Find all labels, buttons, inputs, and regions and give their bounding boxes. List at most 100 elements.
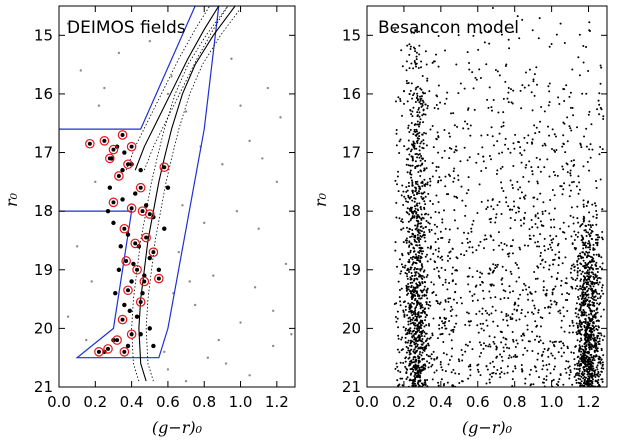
model-star-point	[584, 347, 587, 350]
model-star-point	[500, 278, 503, 281]
model-star-point	[425, 294, 428, 297]
model-star-point	[539, 158, 542, 161]
member-star-point	[87, 141, 92, 146]
model-star-point	[601, 208, 604, 211]
model-star-point	[420, 334, 423, 337]
model-star-point	[433, 358, 436, 361]
model-star-point	[586, 299, 589, 302]
model-star-point	[488, 155, 491, 158]
model-star-point	[506, 253, 509, 256]
model-star-point	[585, 46, 588, 49]
besancon-x-tick-label: 1.2	[577, 393, 601, 411]
besancon-x-axis-label: (g−r)₀	[462, 418, 513, 437]
field-star-point	[239, 321, 242, 324]
model-star-point	[542, 224, 545, 227]
model-star-point	[563, 330, 566, 333]
model-star-point	[594, 347, 597, 350]
model-star-point	[509, 88, 512, 91]
model-star-point	[551, 341, 554, 344]
model-star-point	[496, 204, 499, 207]
model-star-point	[494, 267, 497, 270]
model-star-point	[407, 323, 410, 326]
model-star-point	[511, 317, 514, 320]
model-star-point	[422, 108, 425, 111]
model-star-point	[588, 271, 591, 274]
model-star-point	[475, 249, 478, 252]
model-star-point	[594, 341, 597, 344]
model-star-point	[478, 310, 481, 313]
model-star-point	[502, 350, 505, 353]
model-star-point	[417, 108, 420, 111]
model-star-point	[601, 238, 604, 241]
model-star-point	[511, 30, 514, 33]
model-star-point	[546, 368, 549, 371]
model-star-point	[400, 263, 403, 266]
model-star-point	[585, 256, 588, 259]
model-star-point	[425, 291, 428, 294]
model-star-point	[557, 256, 560, 259]
model-star-point	[447, 173, 450, 176]
model-star-point	[589, 224, 592, 227]
model-star-point	[455, 314, 458, 317]
model-star-point	[467, 377, 470, 380]
model-star-point	[551, 128, 554, 131]
model-star-point	[601, 148, 604, 151]
model-star-point	[509, 151, 512, 154]
model-star-point	[424, 195, 427, 198]
model-star-point	[410, 235, 413, 238]
model-star-point	[450, 112, 453, 115]
model-star-point	[416, 323, 419, 326]
model-star-point	[475, 78, 478, 81]
model-star-point	[533, 73, 536, 76]
model-star-point	[552, 368, 555, 371]
model-star-point	[407, 181, 410, 184]
model-star-point	[558, 340, 561, 343]
model-star-point	[520, 191, 523, 194]
model-star-point	[479, 283, 482, 286]
member-ring	[126, 203, 137, 214]
model-star-point	[491, 198, 494, 201]
model-star-point	[428, 177, 431, 180]
model-star-point	[524, 211, 527, 214]
model-star-point	[416, 291, 419, 294]
model-star-point	[422, 121, 425, 124]
model-star-point	[464, 350, 467, 353]
model-star-point	[465, 192, 468, 195]
model-star-point	[491, 109, 494, 112]
model-star-point	[414, 345, 417, 348]
model-star-point	[493, 342, 496, 345]
model-star-point	[592, 248, 595, 251]
model-star-point	[583, 287, 586, 290]
model-star-point	[539, 220, 542, 223]
model-star-point	[539, 254, 542, 257]
model-star-point	[414, 262, 417, 265]
model-star-point	[415, 331, 418, 334]
model-star-point	[575, 322, 578, 325]
model-star-point	[557, 96, 560, 99]
model-star-point	[421, 346, 424, 349]
model-star-point	[570, 285, 573, 288]
model-star-point	[521, 339, 524, 342]
model-star-point	[414, 322, 417, 325]
model-star-point	[411, 216, 414, 219]
model-star-point	[524, 377, 527, 380]
field-star-point	[206, 356, 210, 359]
model-star-point	[562, 306, 565, 309]
model-star-point	[398, 217, 401, 220]
model-star-point	[415, 58, 418, 61]
model-star-point	[412, 133, 415, 136]
model-star-point	[449, 297, 452, 300]
model-star-point	[400, 270, 403, 273]
model-star-point	[420, 339, 423, 342]
model-star-point	[421, 103, 424, 106]
model-star-point	[466, 159, 469, 162]
model-star-point	[545, 364, 548, 367]
model-star-point	[482, 155, 485, 158]
model-star-point	[495, 355, 498, 358]
model-star-point	[399, 304, 402, 307]
model-star-point	[588, 228, 591, 231]
model-star-point	[412, 302, 415, 305]
model-star-point	[493, 365, 496, 368]
model-star-point	[506, 371, 509, 374]
model-star-point	[596, 281, 599, 284]
